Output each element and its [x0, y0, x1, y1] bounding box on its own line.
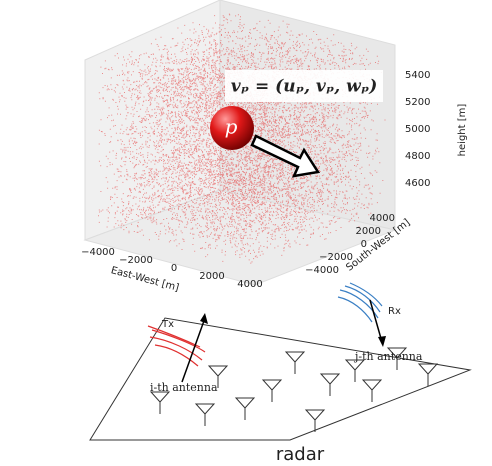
- tick-label: 5400: [405, 70, 430, 81]
- velocity-label: vₚ = (uₚ, vₚ, wₚ): [231, 77, 378, 97]
- axis-label: height [m]: [457, 104, 468, 157]
- tx-label: Tx: [161, 319, 174, 330]
- antenna: [419, 364, 437, 386]
- tick-label: 5200: [405, 97, 430, 108]
- radar-plane: [90, 318, 470, 440]
- tick-label: −2000: [119, 255, 153, 266]
- tx-arrowhead: [200, 313, 208, 324]
- antenna: [151, 392, 169, 414]
- antenna: [286, 352, 304, 374]
- tick-label: −4000: [305, 265, 339, 276]
- diagram: vₚ = (uₚ, vₚ, wₚ) p Tx Rx i-th antenna j…: [0, 0, 492, 466]
- antenna: [321, 374, 339, 396]
- antenna: [263, 380, 281, 402]
- particle-label: p: [225, 115, 238, 139]
- tick-label: 4000: [237, 279, 262, 290]
- antenna: [306, 410, 324, 432]
- antenna: [363, 380, 381, 402]
- antenna: [346, 360, 364, 382]
- tick-label: 4800: [405, 151, 430, 162]
- radar-title: radar: [276, 444, 325, 465]
- tick-label: 4600: [405, 178, 430, 189]
- tick-label: 2000: [199, 271, 224, 282]
- tick-label: 2000: [356, 226, 381, 237]
- rx-label: Rx: [388, 306, 401, 317]
- rx-antenna-label: j-th antenna: [353, 350, 423, 363]
- antenna: [236, 398, 254, 420]
- tick-label: 4000: [370, 213, 395, 224]
- tick-label: 0: [171, 263, 177, 274]
- tick-label: 5000: [405, 124, 430, 135]
- velocity-box: vₚ = (uₚ, vₚ, wₚ): [225, 70, 383, 102]
- tick-label: −4000: [81, 247, 115, 258]
- rx-arrowhead: [378, 336, 386, 347]
- axis-label: East-West [m]: [110, 265, 181, 294]
- tx-antenna-label: i-th antenna: [150, 381, 218, 394]
- antenna: [196, 404, 214, 426]
- rx-wave: [338, 283, 382, 322]
